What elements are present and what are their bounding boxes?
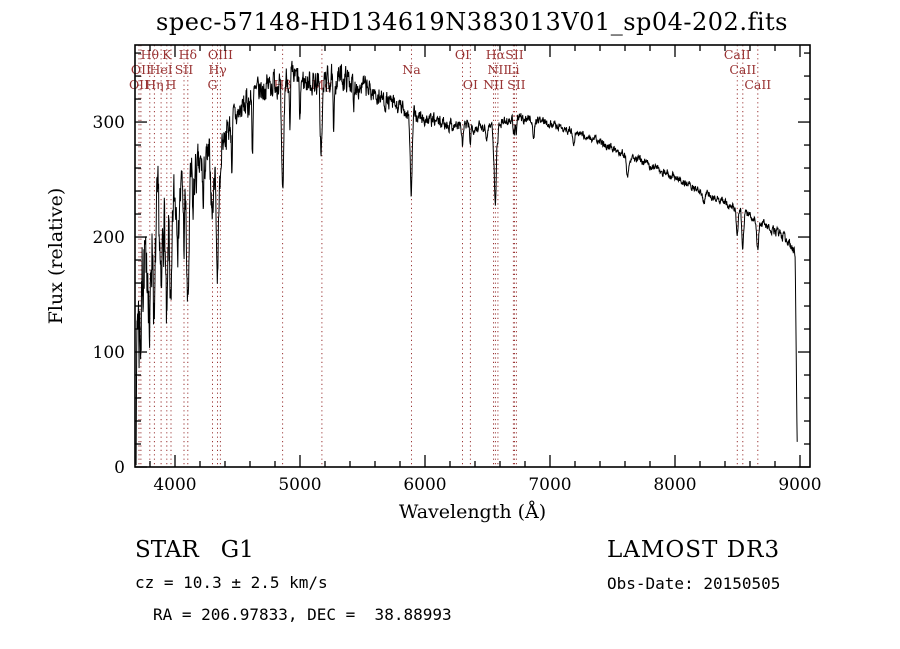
x-tick-label: 9000 [778, 475, 821, 495]
spectral-line-label: CaII [724, 47, 751, 62]
tick-labels: 4000 5000 6000 7000 8000 9000 0 100 200 300 [93, 113, 822, 495]
star-classification: STAR G1 [135, 537, 254, 563]
survey-release-label: LAMOST DR3 [607, 537, 781, 563]
axis-ticks [135, 45, 810, 468]
spectral-line-label: K [162, 47, 172, 62]
x-tick-label: 5000 [278, 475, 321, 495]
spectral-line-label: SII [507, 77, 526, 92]
spectrum-path [135, 60, 798, 466]
spectral-line-label: Hδ [179, 47, 197, 62]
x-tick-label: 7000 [528, 475, 571, 495]
radial-velocity-value: cz = 10.3 ± 2.5 km/s [135, 573, 328, 592]
spectral-line-label: HeI [149, 62, 172, 77]
y-tick-label: 0 [114, 458, 125, 478]
spectral-line-label: OIII [208, 47, 233, 62]
spectral-line-label: OI [463, 77, 478, 92]
spectral-line-label: OII [131, 62, 151, 77]
spectral-line-label: H [166, 77, 177, 92]
spectral-line-label: Hθ [141, 47, 159, 62]
spectral-line-label: Li [507, 62, 519, 77]
spectral-line-label: Hη [145, 77, 163, 92]
spectral-line-label: Na [402, 62, 421, 77]
x-tick-label: 4000 [153, 475, 196, 495]
obs-date-value: Obs-Date: 20150505 [607, 574, 781, 593]
ra-dec-value: RA = 206.97833, DEC = 38.88993 [153, 605, 452, 624]
spectral-line-label: CaII [729, 62, 756, 77]
spectral-line-label: NII [487, 62, 508, 77]
x-tick-label: 6000 [403, 475, 446, 495]
x-axis-label: Wavelength (Å) [399, 501, 546, 523]
spectral-line-label: G [208, 77, 218, 92]
spectral-line-label: Hγ [208, 62, 226, 77]
plot-frame [134, 44, 811, 468]
y-tick-label: 100 [93, 343, 125, 363]
x-tick-label: 8000 [653, 475, 696, 495]
spectral-line-label: OII [129, 77, 149, 92]
spectral-line-label: NII [483, 77, 504, 92]
spectral-line-label: OI [455, 47, 470, 62]
spectrum-title: spec-57148-HD134619N383013V01_sp04-202.f… [156, 8, 788, 36]
spectral-line-label: SII [505, 47, 524, 62]
spectral-line-label: CaII [744, 77, 771, 92]
y-axis-label: Flux (relative) [45, 188, 67, 325]
y-tick-label: 300 [93, 113, 125, 133]
spectral-line-label: Hα [486, 47, 506, 62]
y-tick-label: 200 [93, 228, 125, 248]
spectral-line-label: SII [175, 62, 194, 77]
